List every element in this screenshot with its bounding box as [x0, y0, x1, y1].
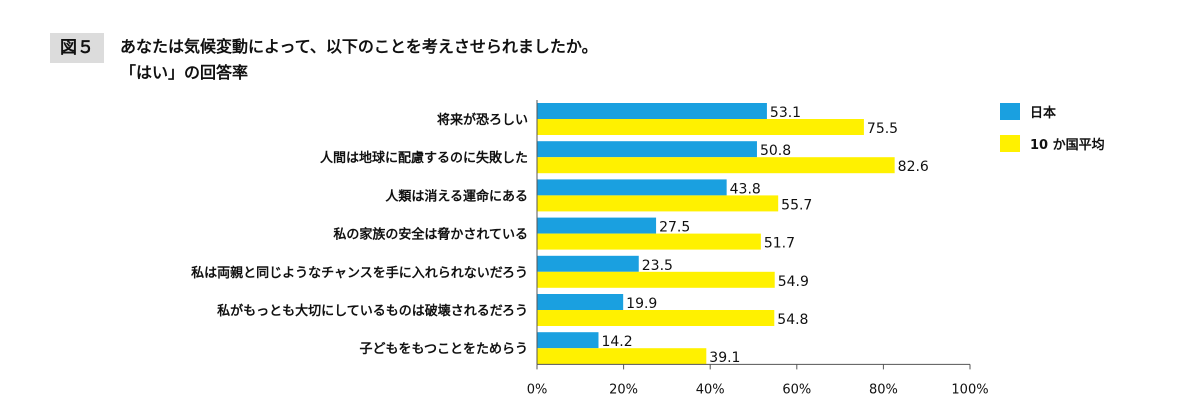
data-label: 54.9	[778, 274, 809, 290]
data-label: 53.1	[770, 105, 801, 121]
bar-average	[537, 271, 775, 288]
title-line-2: 「はい」の回答率	[120, 63, 249, 82]
title-line-1: あなたは気候変動によって、以下のことを考えさせられましたか。	[120, 37, 598, 56]
bar-average	[537, 310, 775, 326]
bar-average	[537, 157, 895, 174]
legend-label: 10 か国平均	[1030, 137, 1105, 153]
category-label: 私は両親と同じようなチャンスを手に入れられないだろう	[191, 265, 528, 281]
legend-swatch	[1000, 103, 1020, 120]
bar-japan	[537, 332, 599, 349]
data-label: 50.8	[760, 143, 791, 159]
legend-swatch	[1000, 135, 1020, 152]
legend-label: 日本	[1030, 105, 1056, 121]
category-label: 人間は地球に配慮するのに失敗した	[320, 150, 528, 166]
bar-japan	[537, 217, 657, 234]
bar-average	[537, 348, 707, 365]
data-label: 14.2	[601, 334, 632, 350]
data-label: 39.1	[709, 350, 740, 366]
data-label: 55.7	[781, 197, 812, 213]
data-label: 19.9	[626, 296, 657, 312]
bar-japan	[537, 141, 757, 158]
category-label: 私がもっとも大切にしているものは破壊されるだろう	[217, 303, 528, 319]
x-tick-label: 20%	[609, 382, 638, 397]
category-label: 将来が恐ろしい	[437, 112, 528, 128]
bar-average	[537, 195, 779, 212]
data-label: 43.8	[730, 181, 761, 197]
bar-average	[537, 119, 864, 135]
x-tick-label: 0%	[527, 382, 548, 397]
category-label: 人類は消える運命にある	[385, 188, 528, 204]
data-label: 82.6	[898, 159, 929, 175]
category-label: 私の家族の安全は脅かされている	[333, 227, 528, 243]
bar-japan	[537, 179, 727, 196]
category-label: 子どもをもつことをためらう	[360, 342, 528, 357]
bar-japan	[537, 255, 639, 272]
data-label: 51.7	[764, 236, 795, 252]
x-tick-label: 60%	[782, 382, 811, 397]
data-label: 75.5	[867, 121, 898, 137]
x-tick-label: 100%	[951, 382, 988, 397]
chart-title: あなたは気候変動によって、以下のことを考えさせられましたか。 「はい」の回答率	[120, 34, 598, 86]
x-tick-label: 40%	[696, 382, 725, 397]
data-label: 23.5	[642, 258, 673, 274]
bar-japan	[537, 103, 767, 119]
figure-label: 図５	[50, 33, 104, 63]
data-label: 27.5	[659, 220, 690, 236]
x-tick-label: 80%	[869, 382, 898, 397]
data-label: 54.8	[777, 312, 808, 328]
bar-average	[537, 233, 761, 250]
bar-japan	[537, 294, 624, 310]
